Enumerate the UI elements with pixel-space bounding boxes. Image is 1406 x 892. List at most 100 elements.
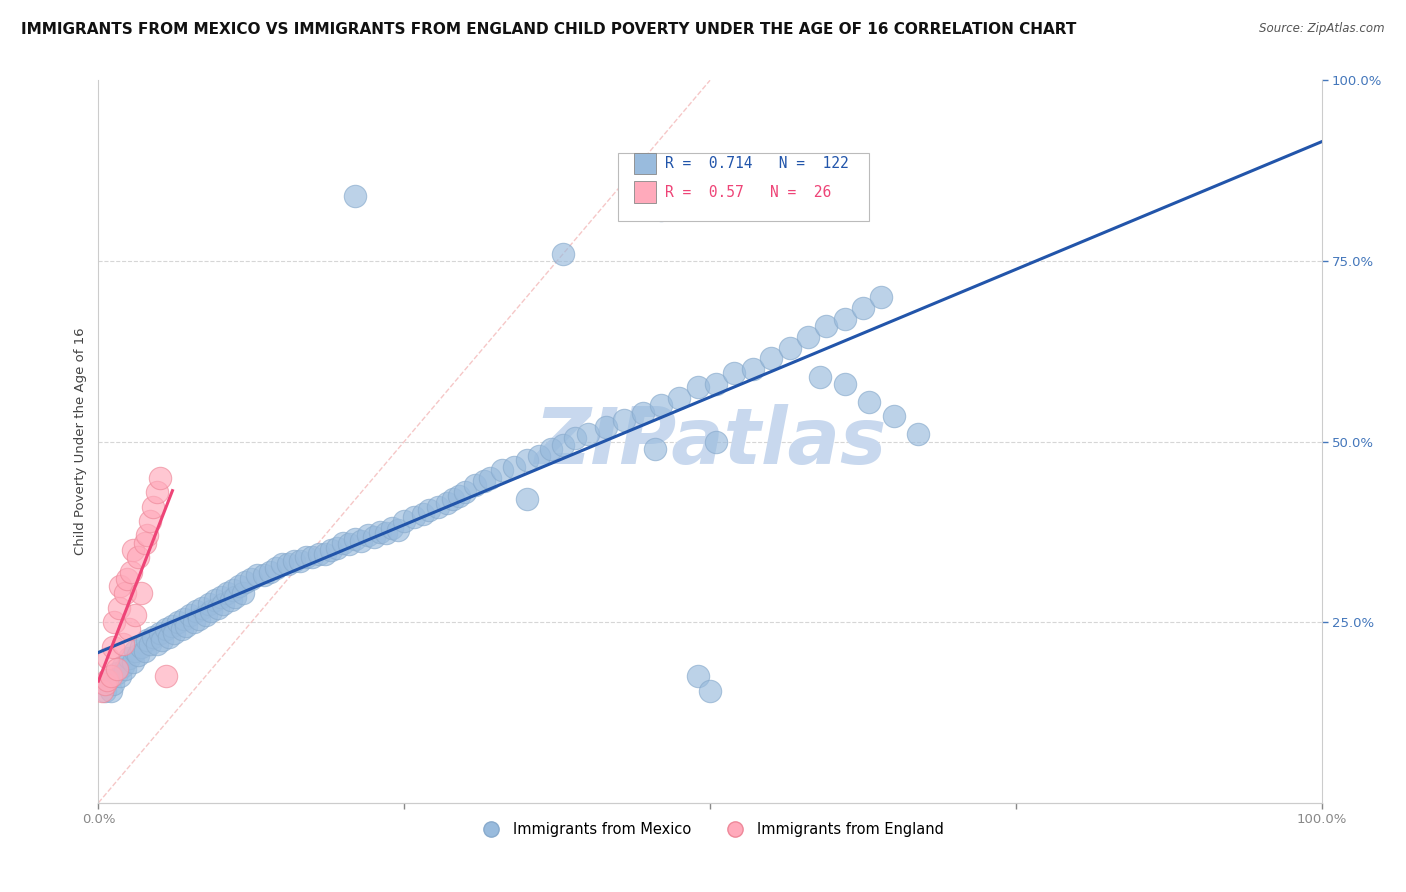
Point — [326, 541, 349, 556]
Point — [381, 521, 404, 535]
Point — [344, 189, 367, 203]
Point — [118, 623, 141, 637]
Point — [129, 640, 152, 655]
Point — [100, 669, 122, 683]
Point — [478, 470, 501, 484]
Point — [441, 492, 464, 507]
Point — [704, 434, 727, 449]
FancyBboxPatch shape — [619, 153, 869, 221]
Point — [120, 565, 142, 579]
Point — [436, 496, 458, 510]
Point — [515, 492, 537, 507]
Point — [503, 459, 526, 474]
Point — [540, 442, 562, 456]
Point — [127, 648, 149, 662]
Point — [139, 514, 162, 528]
Point — [105, 665, 128, 680]
Point — [124, 644, 146, 658]
Point — [163, 626, 186, 640]
Point — [219, 593, 242, 607]
Point — [515, 452, 537, 467]
Point — [858, 394, 880, 409]
Point — [146, 485, 169, 500]
Point — [118, 651, 141, 665]
Point — [374, 526, 396, 541]
Point — [207, 600, 229, 615]
Point — [277, 558, 299, 572]
Point — [215, 586, 238, 600]
Point — [883, 409, 905, 424]
Text: ZIPatlas: ZIPatlas — [534, 403, 886, 480]
Point — [368, 524, 391, 539]
Point — [418, 503, 440, 517]
Point — [356, 528, 378, 542]
Point — [454, 485, 477, 500]
Point — [101, 676, 124, 690]
Point — [93, 676, 115, 690]
Point — [668, 391, 690, 405]
Point — [761, 351, 783, 366]
Point — [412, 507, 434, 521]
Point — [527, 449, 550, 463]
Point — [136, 528, 159, 542]
Text: IMMIGRANTS FROM MEXICO VS IMMIGRANTS FROM ENGLAND CHILD POVERTY UNDER THE AGE OF: IMMIGRANTS FROM MEXICO VS IMMIGRANTS FRO… — [21, 22, 1077, 37]
Point — [121, 542, 143, 557]
Point — [402, 510, 425, 524]
Point — [259, 565, 281, 579]
Point — [187, 611, 209, 625]
Point — [100, 683, 122, 698]
Point — [195, 607, 218, 622]
Point — [212, 597, 235, 611]
Point — [264, 561, 287, 575]
Point — [155, 669, 177, 683]
Point — [797, 330, 820, 344]
Point — [650, 398, 672, 412]
Point — [224, 590, 246, 604]
Point — [308, 547, 330, 561]
Text: R =  0.714   N =  122: R = 0.714 N = 122 — [665, 156, 848, 171]
Point — [553, 246, 575, 260]
Point — [149, 626, 172, 640]
Point — [228, 579, 250, 593]
Point — [183, 615, 205, 630]
Point — [149, 470, 172, 484]
Text: Source: ZipAtlas.com: Source: ZipAtlas.com — [1260, 22, 1385, 36]
Point — [233, 575, 256, 590]
Point — [209, 590, 232, 604]
Point — [179, 607, 201, 622]
Point — [197, 597, 219, 611]
Point — [741, 362, 763, 376]
Point — [134, 535, 156, 549]
Point — [350, 533, 373, 548]
Point — [595, 420, 617, 434]
Point — [167, 615, 190, 630]
Point — [173, 611, 195, 625]
Point — [139, 637, 162, 651]
Point — [200, 604, 222, 618]
Point — [686, 669, 709, 683]
Point — [464, 478, 486, 492]
Point — [491, 463, 513, 477]
Point — [134, 644, 156, 658]
Point — [108, 600, 131, 615]
Point — [96, 673, 118, 687]
Point — [246, 568, 269, 582]
Point — [779, 341, 801, 355]
Point — [472, 475, 495, 489]
Point — [111, 637, 134, 651]
Point — [301, 550, 323, 565]
Point — [121, 655, 143, 669]
Point — [332, 535, 354, 549]
FancyBboxPatch shape — [634, 181, 657, 203]
Point — [157, 630, 180, 644]
Point — [553, 438, 575, 452]
Point — [699, 683, 721, 698]
Point — [808, 369, 831, 384]
Y-axis label: Child Poverty Under the Age of 16: Child Poverty Under the Age of 16 — [73, 327, 87, 556]
Point — [337, 537, 360, 551]
Point — [319, 542, 342, 557]
Point — [186, 604, 208, 618]
Point — [93, 683, 115, 698]
Point — [110, 579, 132, 593]
Point — [101, 640, 124, 655]
